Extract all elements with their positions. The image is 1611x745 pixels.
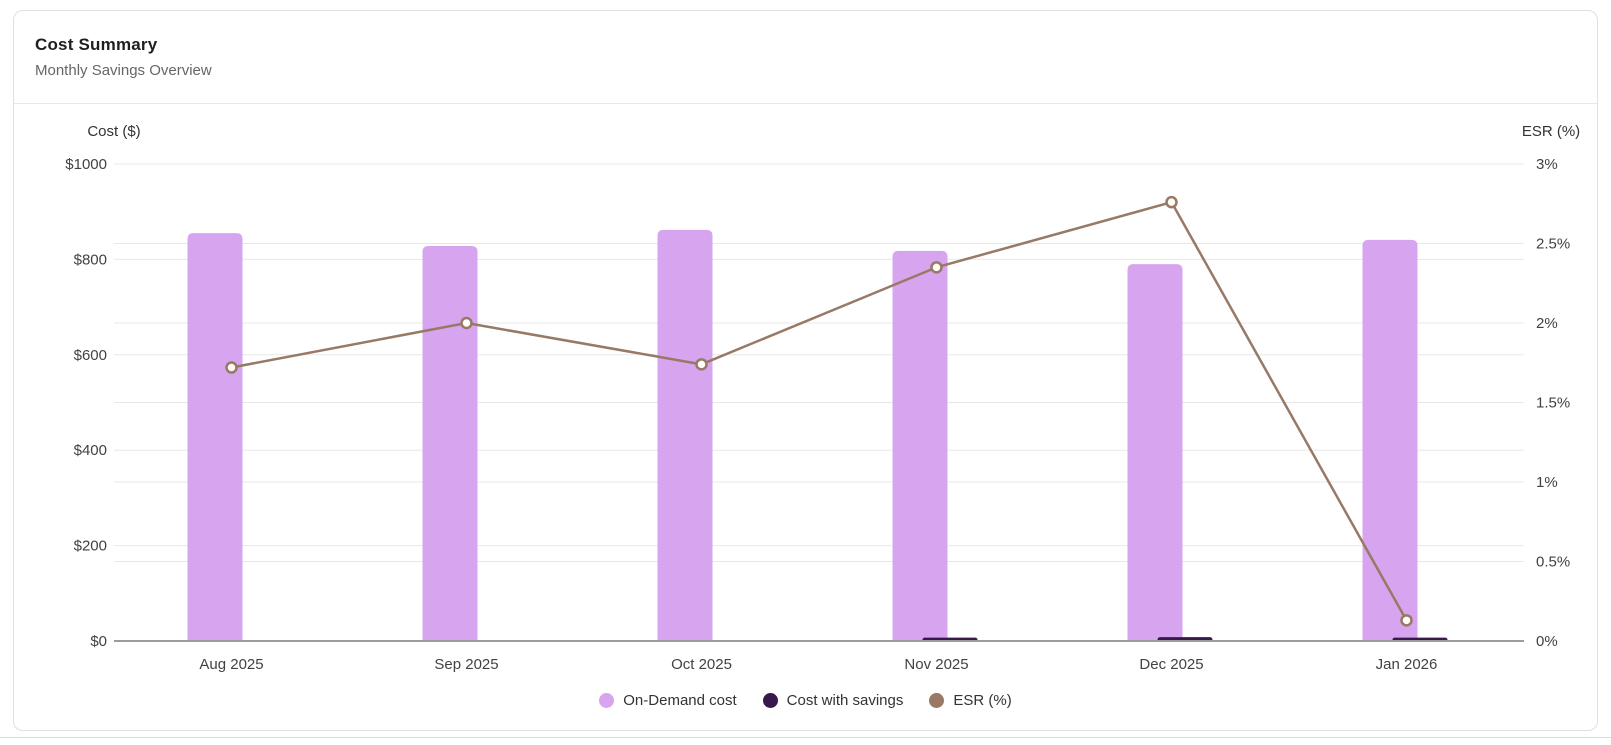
bar-cost-with-savings-jan-2026[interactable] [1392, 637, 1448, 640]
right-axis-tick-label: 2.5% [1536, 236, 1570, 253]
left-axis-tick-label: $600 [74, 347, 107, 364]
x-axis-label-nov-2025: Nov 2025 [904, 656, 968, 673]
line-marker-esr-oct-2025[interactable] [695, 358, 708, 371]
esr-swatch-icon [929, 692, 945, 708]
bar-cost-with-savings-dec-2025[interactable] [1157, 637, 1213, 640]
line-marker-esr-jan-2026[interactable] [1400, 614, 1413, 627]
right-axis-tick-label: 0% [1536, 633, 1558, 650]
right-axis-title: ESR (%) [1522, 123, 1580, 140]
bar-on-demand-cost-jan-2026[interactable] [1362, 239, 1418, 641]
cost-chart: $1000 $800 $600 $400 $200 $0 3% 2.5% 2% 1.5% 1% 0.5… [14, 104, 1597, 714]
x-axis-label-sep-2025: Sep 2025 [434, 656, 498, 673]
left-axis-tick-label: $800 [74, 251, 107, 268]
on-demand-cost-swatch-icon [599, 692, 615, 708]
cost-summary-card: Cost Summary Monthly Savings Overview $1… [13, 10, 1598, 731]
cost-with-savings-swatch-icon [762, 692, 778, 708]
legend-item-on-demand-cost[interactable]: On-Demand cost [599, 691, 737, 709]
line-esr [231, 200, 1408, 621]
chart-legend: On-Demand cost Cost with savings ESR (%) [14, 686, 1597, 714]
right-axis-tick-label: 3% [1536, 156, 1558, 173]
line-marker-esr-aug-2025[interactable] [225, 361, 238, 374]
legend-label: On-Demand cost [623, 691, 737, 709]
right-axis-tick-label: 1% [1536, 474, 1558, 491]
left-axis-tick-label: $200 [74, 538, 107, 555]
legend-item-cost-with-savings[interactable]: Cost with savings [762, 691, 904, 709]
page-title: Cost Summary [35, 35, 158, 54]
line-marker-esr-nov-2025[interactable] [930, 261, 943, 274]
bar-on-demand-cost-aug-2025[interactable] [187, 233, 243, 642]
line-marker-esr-dec-2025[interactable] [1165, 195, 1178, 209]
right-axis-tick-label: 0.5% [1536, 554, 1570, 571]
page-subtitle: Monthly Savings Overview [35, 62, 212, 79]
left-axis-tick-label: $400 [74, 442, 107, 459]
x-axis-label-dec-2025: Dec 2025 [1139, 656, 1203, 673]
line-marker-esr-sep-2025[interactable] [460, 316, 473, 330]
bar-cost-with-savings-nov-2025[interactable] [922, 637, 978, 640]
legend-label: ESR (%) [953, 691, 1012, 709]
bar-on-demand-cost-dec-2025[interactable] [1127, 264, 1183, 641]
legend-label: Cost with savings [786, 691, 904, 709]
right-axis-tick-label: 1.5% [1536, 395, 1570, 412]
bar-on-demand-cost-nov-2025[interactable] [892, 250, 948, 641]
bar-on-demand-cost-oct-2025[interactable] [657, 229, 713, 641]
card-header: Cost Summary Monthly Savings Overview [14, 11, 1597, 104]
next-card-top-border [0, 737, 1611, 738]
chart-canvas: $1000 $800 $600 $400 $200 $0 3% 2.5% 2% 1.5% 1% 0.5… [65, 123, 1580, 673]
left-axis-tick-label: $0 [90, 633, 107, 650]
legend-item-esr[interactable]: ESR (%) [929, 691, 1012, 709]
x-axis-label-oct-2025: Oct 2025 [671, 656, 732, 673]
x-axis-label-aug-2025: Aug 2025 [199, 656, 263, 673]
bar-on-demand-cost-sep-2025[interactable] [422, 246, 478, 641]
left-axis-title: Cost ($) [87, 123, 140, 140]
left-axis-tick-label: $1000 [65, 156, 107, 173]
x-axis-label-jan-2026: Jan 2026 [1376, 656, 1438, 673]
right-axis-tick-label: 2% [1536, 315, 1558, 332]
